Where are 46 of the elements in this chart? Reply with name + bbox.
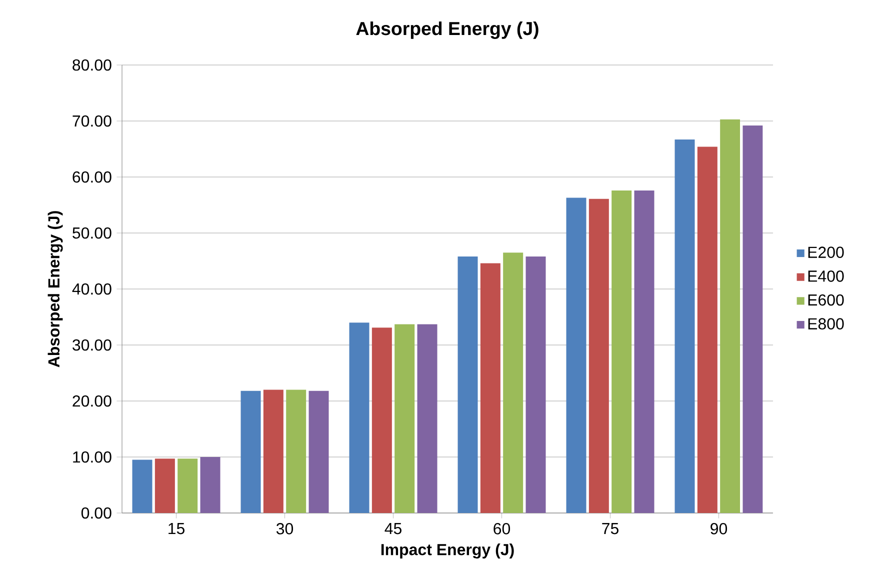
y-tick-label: 30.00 — [72, 339, 112, 351]
bar — [263, 390, 284, 513]
y-axis-title: Absorped Energy (J) — [48, 211, 63, 368]
x-tick-label: 15 — [168, 523, 184, 534]
y-tick-label: 10.00 — [73, 451, 112, 463]
bar — [697, 146, 718, 513]
bar — [200, 457, 220, 513]
x-tick-label: 90 — [710, 523, 728, 534]
legend-label: E200 — [808, 246, 844, 258]
bar — [132, 460, 152, 513]
bar — [526, 256, 546, 513]
bar — [394, 324, 415, 513]
bar — [674, 139, 695, 513]
chart-title: Absorped Energy (J) — [356, 21, 538, 39]
bar — [417, 324, 438, 513]
bar — [286, 390, 306, 513]
y-tick-label: 80.00 — [72, 59, 112, 71]
x-tick-label: 60 — [494, 523, 510, 534]
bar — [240, 390, 261, 513]
legend-label: E800 — [808, 318, 844, 330]
bar — [612, 190, 632, 513]
legend-label: E400 — [808, 270, 844, 282]
bar — [178, 458, 198, 513]
bar — [154, 458, 175, 513]
bar — [742, 125, 763, 513]
bar — [634, 190, 654, 513]
bar — [503, 252, 524, 513]
bar — [349, 322, 370, 513]
bar — [458, 256, 478, 513]
y-tick-label: 0.00 — [81, 507, 112, 519]
bar — [588, 198, 609, 513]
y-tick-label: 70.00 — [72, 115, 112, 127]
bar — [566, 198, 586, 513]
legend-label: E600 — [808, 294, 844, 306]
y-tick-label: 20.00 — [72, 395, 112, 407]
y-tick-label: 40.00 — [72, 283, 112, 295]
y-tick-label: 50.00 — [72, 227, 112, 239]
bar — [720, 119, 740, 513]
x-tick-label: 45 — [384, 523, 402, 534]
x-tick-label: 75 — [602, 523, 618, 534]
x-axis-title: Impact Energy (J) — [381, 544, 514, 559]
x-tick-label: 30 — [276, 523, 294, 534]
bar — [308, 390, 329, 513]
bar — [480, 263, 500, 513]
y-tick-label: 60.00 — [72, 171, 112, 183]
bar — [372, 328, 392, 513]
